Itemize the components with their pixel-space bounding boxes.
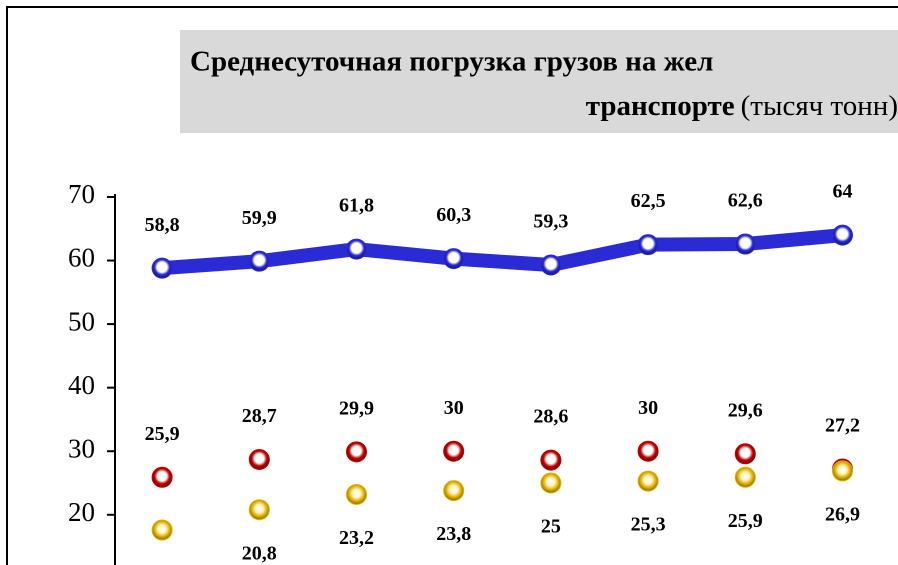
marker	[637, 234, 659, 256]
marker	[151, 466, 173, 488]
y-tick-label: 20	[68, 497, 95, 527]
y-tick-label: 60	[68, 243, 95, 273]
value-label: 28,7	[242, 405, 277, 427]
value-label: 27,2	[825, 415, 860, 437]
marker	[734, 233, 756, 255]
marker	[540, 449, 562, 471]
value-label: 30	[638, 397, 658, 419]
value-label: 64	[833, 181, 853, 203]
series-line	[161, 228, 844, 276]
marker	[443, 440, 465, 462]
marker	[346, 238, 367, 260]
value-label: 62,5	[631, 190, 666, 212]
value-label: 23,8	[436, 523, 471, 545]
marker	[248, 499, 270, 521]
subtitle-bold: транспорте	[586, 90, 735, 122]
marker	[637, 470, 659, 492]
value-label: 59,3	[533, 211, 568, 233]
marker	[734, 466, 756, 488]
marker	[443, 248, 465, 270]
marker	[151, 257, 173, 279]
marker	[443, 480, 465, 502]
title-box	[180, 30, 898, 133]
marker	[248, 448, 270, 470]
marker	[346, 441, 367, 463]
marker	[734, 443, 756, 465]
chart-subtitle: транспорте (тысяч тонн)	[586, 90, 898, 122]
marker	[832, 224, 853, 246]
marker	[248, 250, 270, 272]
value-label: 25,9	[145, 423, 180, 445]
marker	[637, 440, 659, 462]
marker	[832, 460, 853, 482]
value-label: 60,3	[436, 204, 471, 226]
value-label: 28,6	[533, 406, 568, 428]
unit: (тысяч тонн)	[741, 90, 898, 122]
value-label: 26,9	[825, 504, 860, 526]
value-label: 23,2	[339, 527, 374, 549]
marker	[540, 472, 562, 494]
value-label: 59,9	[242, 207, 277, 229]
value-label: 25	[541, 516, 561, 538]
y-tick-label: 40	[68, 370, 95, 400]
marker	[540, 254, 562, 276]
value-label: 30	[444, 397, 464, 419]
value-label: 25,9	[728, 510, 763, 532]
value-label: 25,3	[631, 514, 666, 536]
value-label: 58,8	[145, 214, 180, 236]
marker	[346, 483, 367, 505]
chart-title: Среднесуточная погрузка грузов на жел	[190, 46, 713, 78]
value-label: 20,8	[242, 542, 277, 564]
marker	[151, 519, 173, 541]
value-label: 29,6	[728, 399, 763, 421]
y-tick-label: 30	[68, 433, 95, 463]
y-tick-label: 70	[68, 179, 95, 209]
y-tick-label: 50	[68, 306, 95, 336]
value-label: 29,9	[339, 397, 374, 419]
value-label: 61,8	[339, 195, 374, 217]
value-label: 62,6	[728, 190, 763, 212]
